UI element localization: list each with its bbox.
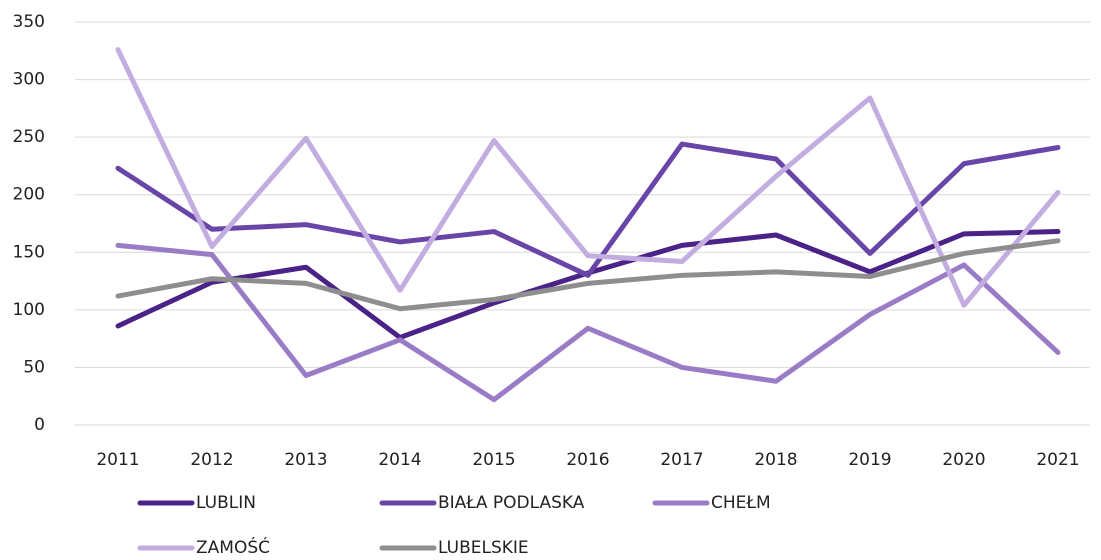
legend-label: LUBLIN [196, 493, 256, 513]
series-line [115, 141, 1061, 278]
series-line [115, 242, 1061, 403]
y-tick-label: 0 [34, 415, 45, 435]
y-tick-label: 300 [13, 70, 45, 90]
legend-label: ZAMOŚĆ [196, 536, 270, 558]
x-tick-label: 2018 [754, 450, 797, 470]
y-tick-label: 50 [23, 357, 45, 377]
x-tick-label: 2017 [660, 450, 703, 470]
y-tick-label: 200 [13, 185, 45, 205]
y-tick-label: 250 [13, 127, 45, 147]
x-tick-label: 2012 [190, 450, 233, 470]
x-tick-label: 2019 [848, 450, 891, 470]
series-line [115, 238, 1061, 312]
legend-label: CHEŁM [711, 493, 771, 513]
legend-label: BIAŁA PODLASKA [438, 493, 585, 513]
x-tick-label: 2016 [566, 450, 609, 470]
series-line [115, 47, 1061, 308]
x-tick-label: 2015 [472, 450, 515, 470]
y-tick-label: 100 [13, 300, 45, 320]
y-tick-label: 150 [13, 242, 45, 262]
legend-label: LUBELSKIE [438, 538, 529, 558]
x-tick-label: 2020 [942, 450, 985, 470]
x-tick-label: 2011 [96, 450, 139, 470]
x-tick-label: 2021 [1036, 450, 1079, 470]
x-tick-label: 2014 [378, 450, 421, 470]
y-tick-label: 350 [13, 12, 45, 32]
x-tick-label: 2013 [284, 450, 327, 470]
